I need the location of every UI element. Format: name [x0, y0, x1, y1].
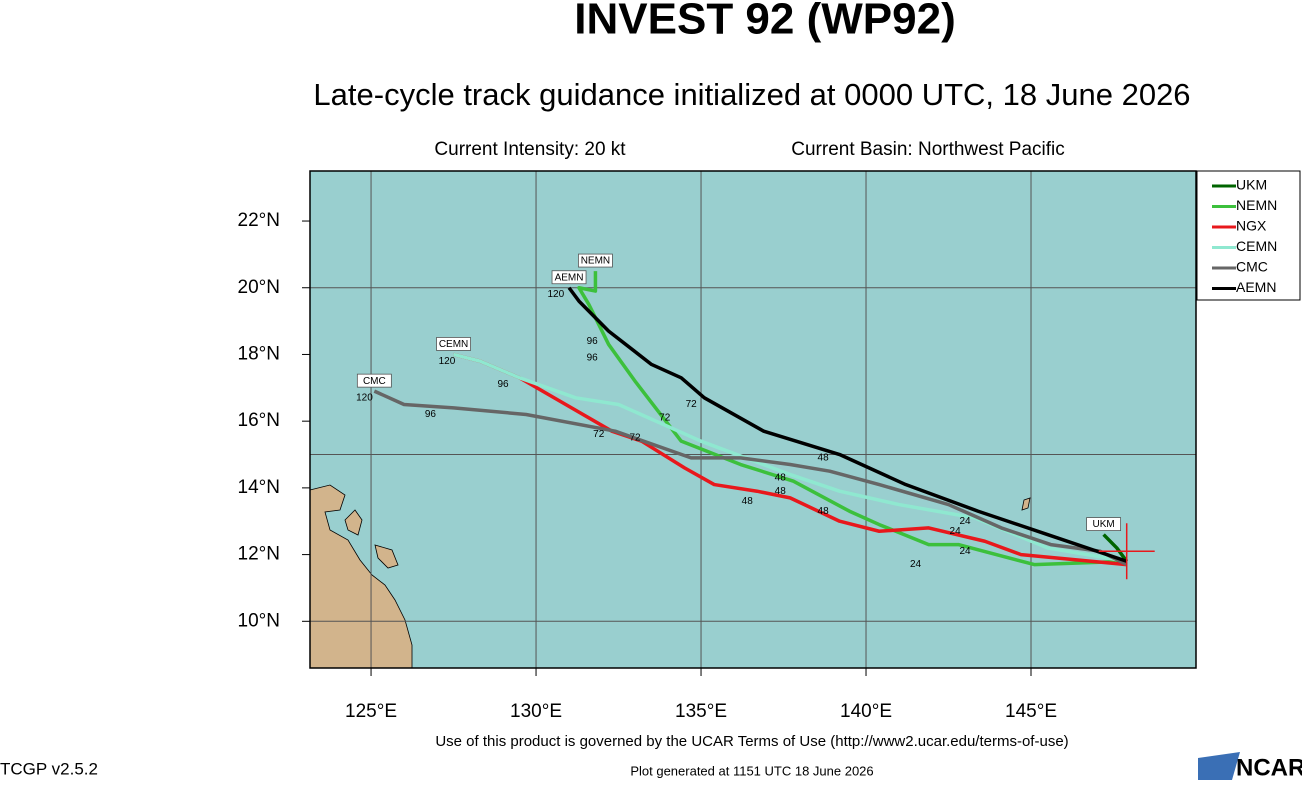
- legend-label: UKM: [1236, 177, 1267, 193]
- hour-label: 48: [775, 486, 787, 497]
- hour-label: 72: [629, 432, 641, 443]
- hour-label: 120: [439, 356, 456, 367]
- y-tick-label: 20°N: [238, 277, 280, 298]
- track: [453, 352, 1127, 567]
- generated: Plot generated at 1151 UTC 18 June 2026: [630, 763, 873, 778]
- hour-label: 24: [950, 526, 962, 537]
- track-tag: CMC: [363, 376, 386, 387]
- track-tag: UKM: [1092, 519, 1114, 530]
- hour-label: 24: [959, 516, 971, 527]
- x-tick-label: 125°E: [345, 701, 397, 722]
- x-tick-label: 135°E: [675, 701, 727, 722]
- x-tick-label: 130°E: [510, 701, 562, 722]
- track: [373, 389, 1128, 567]
- logo-mark: [1198, 752, 1240, 780]
- hour-label: 24: [959, 546, 971, 557]
- legend-label: NGX: [1236, 218, 1267, 234]
- legend-label: AEMN: [1236, 279, 1276, 295]
- track-tag: CEMN: [439, 339, 468, 350]
- subtitle: Late-cycle track guidance initialized at…: [313, 77, 1190, 112]
- track-tag-box: [436, 337, 471, 351]
- track-tag: AEMN: [555, 272, 584, 283]
- legend-label: CMC: [1236, 259, 1268, 275]
- basin: Current Basin: Northwest Pacific: [791, 139, 1065, 160]
- hour-label: 48: [742, 496, 754, 507]
- track-tag-box: [356, 373, 392, 388]
- hour-label: 72: [659, 412, 671, 423]
- hour-label: 96: [587, 336, 599, 347]
- hour-label: 72: [686, 399, 698, 410]
- hour-label: 96: [587, 352, 599, 363]
- hour-label: 96: [425, 409, 437, 420]
- hour-label: 120: [547, 289, 564, 300]
- legend-label: NEMN: [1236, 197, 1277, 213]
- hour-label: 72: [593, 429, 605, 440]
- x-tick-label: 140°E: [840, 701, 892, 722]
- track-tag: NEMN: [581, 256, 610, 267]
- land: [309, 484, 1031, 669]
- track-tag-box: [551, 270, 587, 285]
- track-tag-box: [1086, 517, 1122, 531]
- y-tick-label: 16°N: [238, 410, 280, 431]
- hour-label: 120: [356, 392, 373, 403]
- intensity: Current Intensity: 20 kt: [434, 139, 626, 160]
- x-tick-label: 145°E: [1005, 701, 1057, 722]
- legend-label: CEMN: [1236, 238, 1277, 254]
- track: [1102, 533, 1129, 563]
- track: [577, 271, 1127, 567]
- hour-label: 24: [910, 559, 922, 570]
- hour-label: 48: [775, 473, 787, 484]
- logo: NCAR: [1236, 754, 1302, 780]
- track-tag-box: [578, 253, 613, 268]
- title: INVEST 92 (WP92): [574, 0, 955, 44]
- ocean: [310, 171, 1196, 668]
- map-frame: [309, 170, 1197, 669]
- y-tick-label: 22°N: [238, 210, 280, 231]
- hour-label: 48: [818, 506, 830, 517]
- hour-label: 96: [497, 379, 509, 390]
- terms: Use of this product is governed by the U…: [435, 733, 1068, 750]
- version: TCGP v2.5.2: [0, 759, 98, 778]
- y-tick-label: 18°N: [238, 343, 280, 364]
- y-tick-label: 14°N: [238, 477, 280, 498]
- legend-box: [1196, 170, 1301, 301]
- track: [567, 286, 1128, 563]
- hour-label: 48: [818, 452, 830, 463]
- y-tick-label: 12°N: [238, 544, 280, 565]
- y-tick-label: 10°N: [238, 610, 280, 631]
